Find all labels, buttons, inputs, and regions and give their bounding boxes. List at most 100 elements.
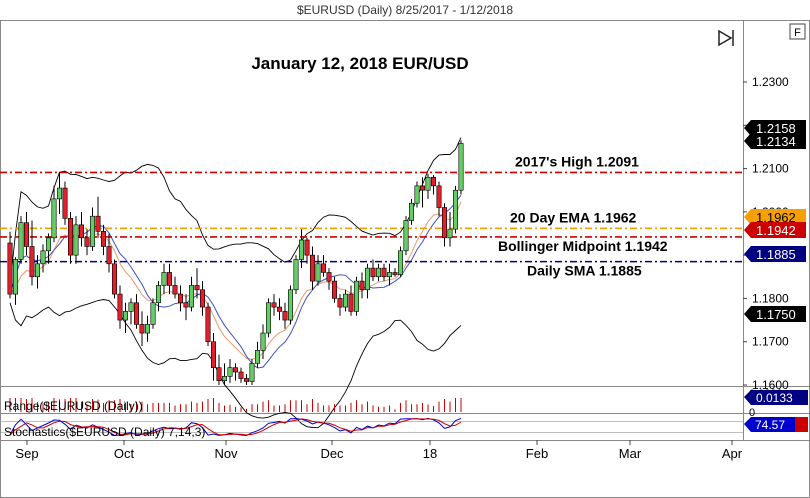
candle-down [112,263,118,295]
candle-down [62,187,68,219]
candle-down [167,272,173,286]
y-tick-label: 1.1700 [752,335,789,349]
candle-up [51,198,57,239]
stochastics-lines [0,417,743,437]
price-tag [744,133,806,149]
candle-up [255,350,261,364]
candle-down [205,306,211,343]
level-label: Daily SMA 1.1885 [527,263,642,279]
candle-up [458,143,464,191]
candle-up [227,367,233,377]
candle-up [293,259,299,291]
candle-down [419,185,425,191]
candle-down [337,298,343,308]
bollinger-bands [9,137,462,429]
range-value: 0.0133 [756,391,793,405]
candle-up [452,189,458,230]
candle-up [161,272,167,286]
candle-up [40,250,46,265]
candle-down [68,218,74,256]
candle-down [29,246,35,278]
candle-down [238,371,244,379]
price-chart[interactable]: F January 12, 2018 EUR/USD 2017's High 1… [0,20,810,498]
y-tick-label: 1.2100 [752,162,789,176]
candle-down [430,176,436,187]
candle-down [331,280,337,299]
candle-down [117,293,123,321]
price-tag [744,222,806,238]
candle-up [13,259,19,295]
candle-up [150,302,156,325]
candlesticks [7,140,464,385]
bollinger-lower [9,299,462,429]
candle-down [276,306,282,312]
candle-down [392,272,398,275]
x-tick-label: 18 [423,446,437,461]
y-tick-label: 1.2300 [752,75,789,89]
candle-down [359,280,365,291]
candle-down [216,367,222,381]
price-tag-label: 1.1942 [756,223,796,238]
level-label: Bollinger Midpoint 1.1942 [498,238,668,254]
y-tick-label: 1.1800 [752,291,789,305]
candle-down [436,185,442,208]
x-tick-label: Mar [619,446,642,461]
candle-up [375,267,381,278]
candle-down [309,254,315,282]
candle-down [211,341,217,368]
candle-up [128,302,134,312]
candle-down [172,285,178,295]
candle-up [342,293,348,308]
candle-up [56,187,62,200]
candle-up [315,263,321,282]
candle-down [134,302,140,325]
candle-up [260,332,266,351]
format-button[interactable] [789,23,806,40]
candle-up [145,324,151,334]
candle-up [265,302,271,334]
candle-up [414,185,420,204]
candle-down [381,267,387,278]
candle-up [90,215,96,247]
price-tag-label: 1.1885 [756,247,796,262]
range-label: Range($EURUSD (Daily)) [4,399,143,413]
stoch-d-line [9,418,462,436]
price-tag-label: 1.1750 [756,307,796,322]
candle-up [403,220,409,252]
candle-down [233,367,239,373]
level-label: 20 Day EMA 1.1962 [510,209,637,225]
candle-down [282,311,288,321]
x-tick-label: Oct [114,446,135,461]
candle-down [79,224,85,239]
candle-down [139,324,145,334]
candle-down [183,302,189,308]
candle-down [304,239,310,256]
candle-up [34,263,40,278]
candle-up [156,285,162,304]
candle-down [84,237,90,247]
price-tag-label: 1.2158 [756,121,796,136]
window-title: $EURUSD (Daily) 8/25/2017 - 1/12/2018 [296,3,514,17]
price-tag [744,209,806,225]
candle-up [298,239,304,260]
format-button-label: F [794,27,801,39]
horizontal-levels: 2017's High 1.2091 20 Day EMA 1.1962 Bolli… [0,153,743,279]
moving-average-lines [9,194,462,369]
candle-up [18,222,24,260]
price-tag-label: 1.1962 [756,210,796,225]
candle-up [353,280,359,312]
scroll-to-end-icon[interactable] [718,29,734,47]
candle-down [271,302,277,308]
candle-down [101,231,107,247]
candle-up [73,224,79,256]
time-axis: Sep Oct Nov Dec 18 Feb Mar Apr [15,440,743,461]
x-tick-label: Apr [722,446,743,461]
price-tag [744,246,806,262]
sma-line [9,194,462,369]
x-tick-label: Sep [15,446,38,461]
range-value-tag: 0.0133 [744,390,808,405]
candle-down [95,215,101,232]
candle-up [189,285,195,308]
x-tick-label: Feb [526,446,548,461]
